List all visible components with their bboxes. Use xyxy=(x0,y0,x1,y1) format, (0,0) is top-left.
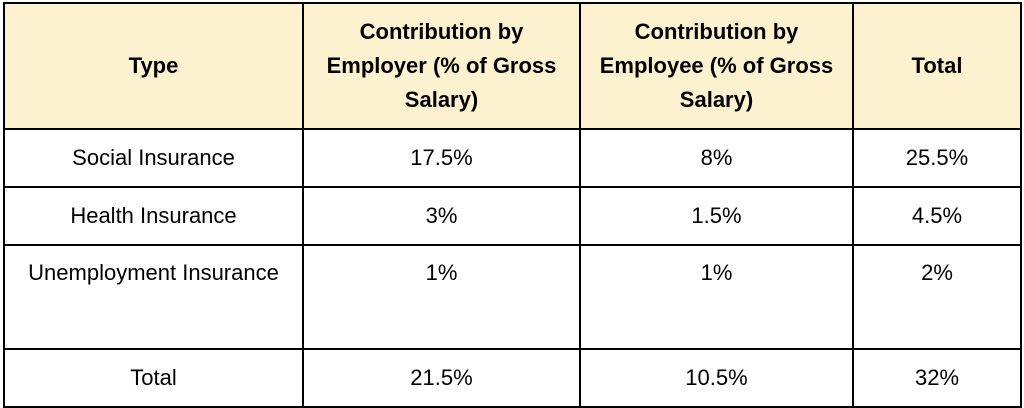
cell-type: Unemployment Insurance xyxy=(3,244,304,350)
cell-type: Total xyxy=(3,348,304,408)
cell-total: 4.5% xyxy=(852,186,1022,246)
cell-employee: 10.5% xyxy=(579,348,854,408)
table-header-row: Type Contribution by Employer (% of Gros… xyxy=(3,2,1022,130)
cell-employer: 3% xyxy=(302,186,581,246)
header-total: Total xyxy=(852,2,1022,130)
cell-total: 25.5% xyxy=(852,128,1022,188)
table-row: Unemployment Insurance 1% 1% 2% xyxy=(3,244,1022,350)
header-employee-contribution: Contribution by Employee (% of Gross Sal… xyxy=(579,2,854,130)
table-total-row: Total 21.5% 10.5% 32% xyxy=(3,348,1022,408)
contribution-table-container: Type Contribution by Employer (% of Gros… xyxy=(3,2,1022,408)
cell-employer: 1% xyxy=(302,244,581,350)
cell-employee: 1.5% xyxy=(579,186,854,246)
cell-employer: 17.5% xyxy=(302,128,581,188)
cell-type: Social Insurance xyxy=(3,128,304,188)
cell-total: 2% xyxy=(852,244,1022,350)
contribution-table: Type Contribution by Employer (% of Gros… xyxy=(3,2,1022,408)
cell-employee: 8% xyxy=(579,128,854,188)
header-type: Type xyxy=(3,2,304,130)
cell-total: 32% xyxy=(852,348,1022,408)
table-row: Social Insurance 17.5% 8% 25.5% xyxy=(3,128,1022,188)
cell-type: Health Insurance xyxy=(3,186,304,246)
cell-employer: 21.5% xyxy=(302,348,581,408)
table-row: Health Insurance 3% 1.5% 4.5% xyxy=(3,186,1022,246)
cell-employee: 1% xyxy=(579,244,854,350)
header-employer-contribution: Contribution by Employer (% of Gross Sal… xyxy=(302,2,581,130)
